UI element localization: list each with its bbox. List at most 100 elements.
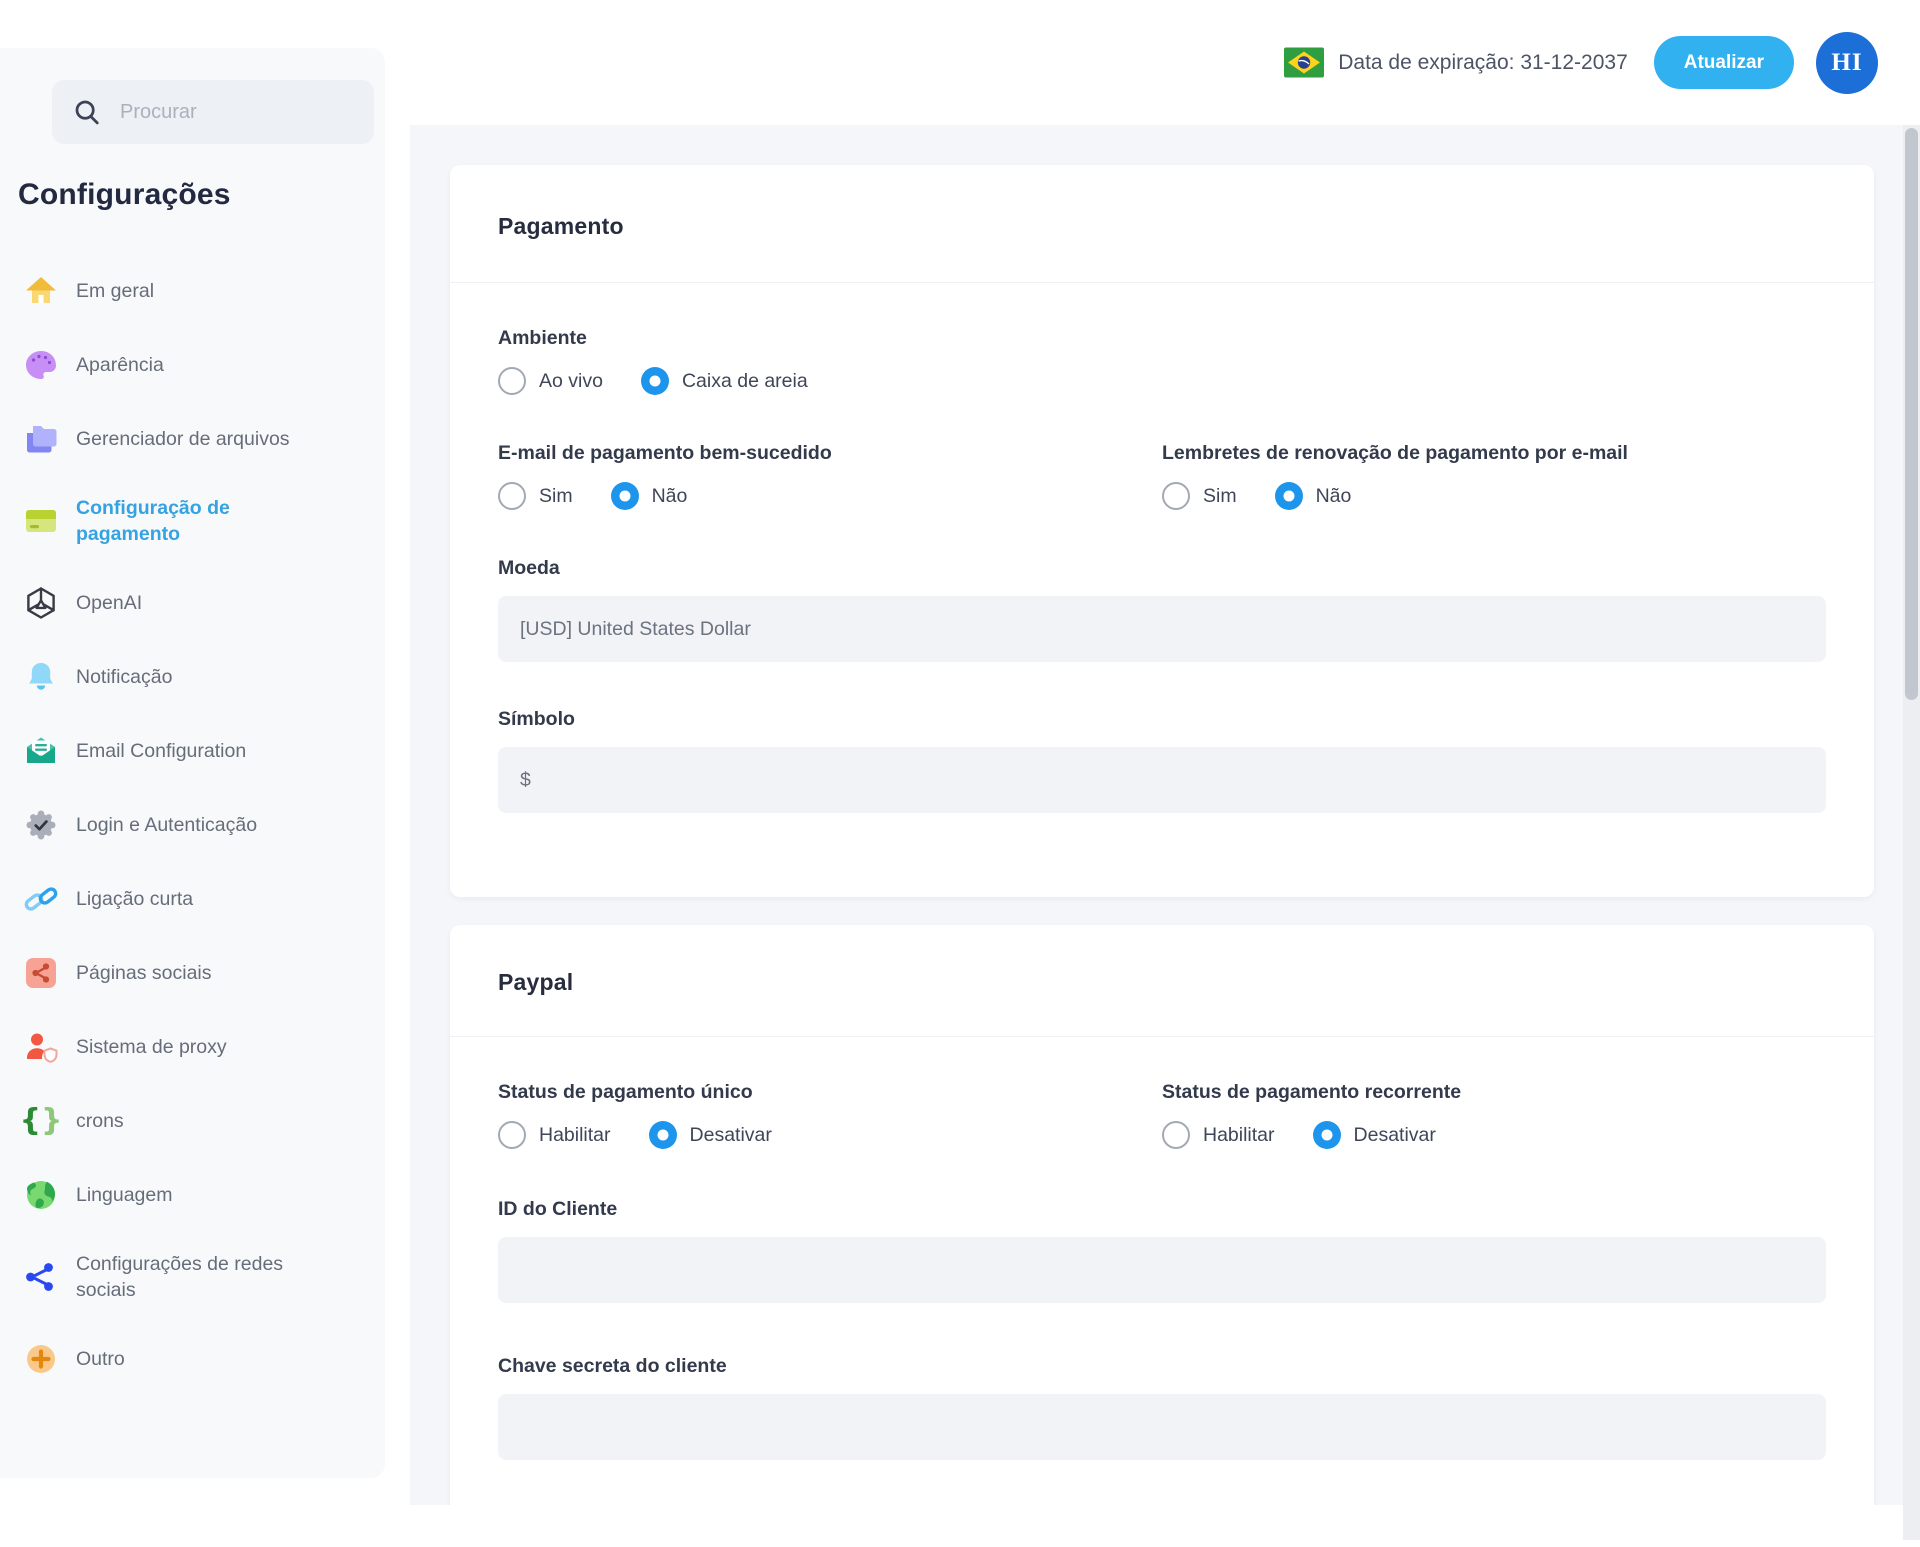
moeda-input[interactable] <box>498 596 1826 662</box>
radio-option-single-habilitar[interactable]: Habilitar <box>498 1121 611 1149</box>
brazil-flag-icon <box>1284 47 1325 78</box>
sidebar-item-label: Páginas sociais <box>76 962 212 984</box>
radio-recurring-habilitar[interactable] <box>1162 1121 1190 1149</box>
simbolo-input[interactable] <box>498 747 1826 813</box>
sidebar-item-email-configuration[interactable]: Email Configuration <box>0 714 385 788</box>
single-payment-label: Status de pagamento único <box>498 1081 753 1103</box>
sidebar-item-linguagem[interactable]: Linguagem <box>0 1158 385 1232</box>
radio-recurring-desativar[interactable] <box>1312 1121 1341 1149</box>
update-button[interactable]: Atualizar <box>1653 36 1794 89</box>
client-secret-input[interactable] <box>498 1394 1826 1460</box>
sidebar-item-notificacao[interactable]: Notificação <box>0 640 385 714</box>
badge-check-icon <box>23 807 59 843</box>
client-id-label: ID do Cliente <box>498 1198 618 1220</box>
palette-icon <box>23 347 59 383</box>
sidebar-menu: Em geral Aparência Gerenciador de arquiv… <box>0 254 385 1396</box>
radio-option-email-success-nao[interactable]: Não <box>610 482 687 510</box>
radio-ao-vivo[interactable] <box>498 367 526 395</box>
sidebar-item-label: Ligação curta <box>76 888 194 910</box>
expiration-date-text: Data de expiração: 31-12-2037 <box>1338 50 1628 74</box>
vertical-scrollbar[interactable] <box>1903 125 1920 1540</box>
radio-option-ao-vivo[interactable]: Ao vivo <box>498 367 603 395</box>
ambiente-label: Ambiente <box>498 327 587 349</box>
search-input[interactable] <box>118 99 354 125</box>
paypal-card-title: Paypal <box>498 969 574 995</box>
sidebar-item-crons[interactable]: {} crons <box>0 1084 385 1158</box>
share-square-icon <box>23 955 59 991</box>
simbolo-label: Símbolo <box>498 708 575 730</box>
simbolo-group: Símbolo <box>498 708 1826 813</box>
single-payment-group: Status de pagamento único Habilitar Desa… <box>498 1081 1162 1150</box>
ambiente-radio-row: Ao vivo Caixa de areia <box>498 366 1826 396</box>
radio-caixa-de-areia[interactable] <box>640 367 669 395</box>
recurring-payment-group: Status de pagamento recorrente Habilitar… <box>1162 1081 1826 1150</box>
renewal-reminders-label: Lembretes de renovação de pagamento por … <box>1162 442 1628 464</box>
sidebar-item-configuracoes-de-redes-sociais[interactable]: Configurações de redes sociais <box>0 1232 385 1322</box>
topbar: Data de expiração: 31-12-2037 Atualizar … <box>385 0 1920 125</box>
radio-option-renewal-nao[interactable]: Não <box>1274 482 1351 510</box>
client-id-input[interactable] <box>498 1237 1826 1303</box>
home-icon <box>23 273 59 309</box>
sidebar-item-label: Configurações de redes sociais <box>76 1253 284 1301</box>
sidebar-item-login-e-autenticacao[interactable]: Login e Autenticação <box>0 788 385 862</box>
radio-renewal-sim[interactable] <box>1162 482 1190 510</box>
recurring-payment-label: Status de pagamento recorrente <box>1162 1081 1462 1103</box>
openai-icon <box>23 585 59 621</box>
radio-email-success-sim[interactable] <box>498 482 526 510</box>
sidebar-item-label: crons <box>76 1110 124 1132</box>
sidebar-item-label: OpenAI <box>76 592 143 614</box>
settings-sidebar: Configurações Em geral Aparência Gerenci… <box>0 48 385 1478</box>
sidebar-item-sistema-de-proxy[interactable]: Sistema de proxy <box>0 1010 385 1084</box>
sidebar-item-label: Email Configuration <box>76 740 247 762</box>
sidebar-item-label: Configuração de pagamento <box>76 497 230 545</box>
sidebar-item-em-geral[interactable]: Em geral <box>0 254 385 328</box>
payment-card: Pagamento Ambiente Ao vivo Caixa de arei… <box>450 165 1874 897</box>
radio-option-renewal-sim[interactable]: Sim <box>1162 482 1237 510</box>
user-avatar[interactable]: HI <box>1816 31 1878 94</box>
scrollbar-thumb[interactable] <box>1905 128 1918 700</box>
link-icon <box>23 881 59 917</box>
payment-card-header: Pagamento <box>450 165 1874 282</box>
radio-renewal-nao[interactable] <box>1274 482 1303 510</box>
payment-card-body: Ambiente Ao vivo Caixa de areia E-mail d… <box>450 283 1874 897</box>
card-divider <box>450 282 1874 283</box>
radio-single-habilitar[interactable] <box>498 1121 526 1149</box>
sidebar-item-outro[interactable]: Outro <box>0 1322 385 1396</box>
radio-single-desativar[interactable] <box>648 1121 677 1149</box>
renewal-reminders-group: Lembretes de renovação de pagamento por … <box>1162 442 1826 511</box>
sidebar-item-configuracao-de-pagamento[interactable]: Configuração de pagamento <box>0 476 385 566</box>
sidebar-item-aparencia[interactable]: Aparência <box>0 328 385 402</box>
radio-option-single-desativar[interactable]: Desativar <box>648 1121 772 1149</box>
paypal-card: Paypal Status de pagamento único Habilit… <box>450 925 1874 1505</box>
moeda-group: Moeda <box>498 557 1826 662</box>
radio-option-email-success-sim[interactable]: Sim <box>498 482 573 510</box>
sidebar-search-box[interactable] <box>52 80 374 144</box>
sidebar-item-label: Aparência <box>76 354 164 376</box>
sidebar-item-openai[interactable]: OpenAI <box>0 566 385 640</box>
credit-card-icon <box>23 503 59 539</box>
globe-icon <box>23 1177 59 1213</box>
sidebar-title: Configurações <box>18 178 231 211</box>
paypal-card-header: Paypal <box>450 925 1874 1036</box>
sidebar-item-label: Notificação <box>76 666 173 688</box>
radio-option-caixa-de-areia[interactable]: Caixa de areia <box>640 367 808 395</box>
folder-icon <box>23 421 59 457</box>
sidebar-item-gerenciador-de-arquivos[interactable]: Gerenciador de arquivos <box>0 402 385 476</box>
sidebar-item-paginas-sociais[interactable]: Páginas sociais <box>0 936 385 1010</box>
email-success-label: E-mail de pagamento bem-sucedido <box>498 442 832 464</box>
payment-card-title: Pagamento <box>498 213 624 239</box>
radio-option-recurring-desativar[interactable]: Desativar <box>1312 1121 1436 1149</box>
plus-circle-icon <box>23 1341 59 1377</box>
user-shield-icon <box>23 1029 59 1065</box>
sidebar-item-label: Em geral <box>76 280 155 302</box>
email-success-group: E-mail de pagamento bem-sucedido Sim Não <box>498 442 1162 511</box>
radio-option-recurring-habilitar[interactable]: Habilitar <box>1162 1121 1275 1149</box>
sidebar-item-label: Gerenciador de arquivos <box>76 428 290 450</box>
sidebar-item-label: Outro <box>76 1348 125 1370</box>
sidebar-item-ligacao-curta[interactable]: Ligação curta <box>0 862 385 936</box>
braces-icon: {} <box>19 1103 63 1138</box>
email-settings-row: E-mail de pagamento bem-sucedido Sim Não <box>498 442 1826 511</box>
settings-content: Pagamento Ambiente Ao vivo Caixa de arei… <box>410 125 1903 1505</box>
envelope-icon <box>23 733 59 769</box>
radio-email-success-nao[interactable] <box>610 482 639 510</box>
